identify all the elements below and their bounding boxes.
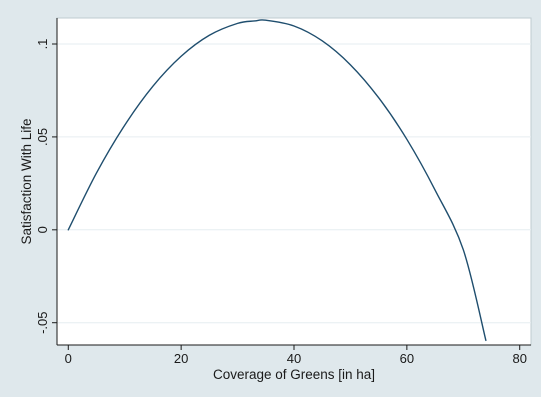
x-tick-label: 0 [65,351,72,366]
plot-area [56,17,532,346]
y-tick-label: .1 [35,39,50,50]
x-axis-title: Coverage of Greens [in ha] [213,367,375,382]
y-axis-title: Satisfaction With Life [19,118,34,244]
x-tick-label: 60 [400,351,414,366]
series-layer [67,19,487,342]
y-tick-label: -.05 [35,312,50,334]
gridlines [57,43,531,324]
x-tick-label: 40 [287,351,301,366]
y-tick-label: 0 [35,226,50,233]
x-tick-label: 20 [174,351,188,366]
axes: -.05 0 .05 .1 0 20 40 60 80 [35,18,531,366]
series-line-0 [67,19,487,342]
x-tick-label: 80 [512,351,526,366]
y-tick-label: .05 [35,128,50,146]
